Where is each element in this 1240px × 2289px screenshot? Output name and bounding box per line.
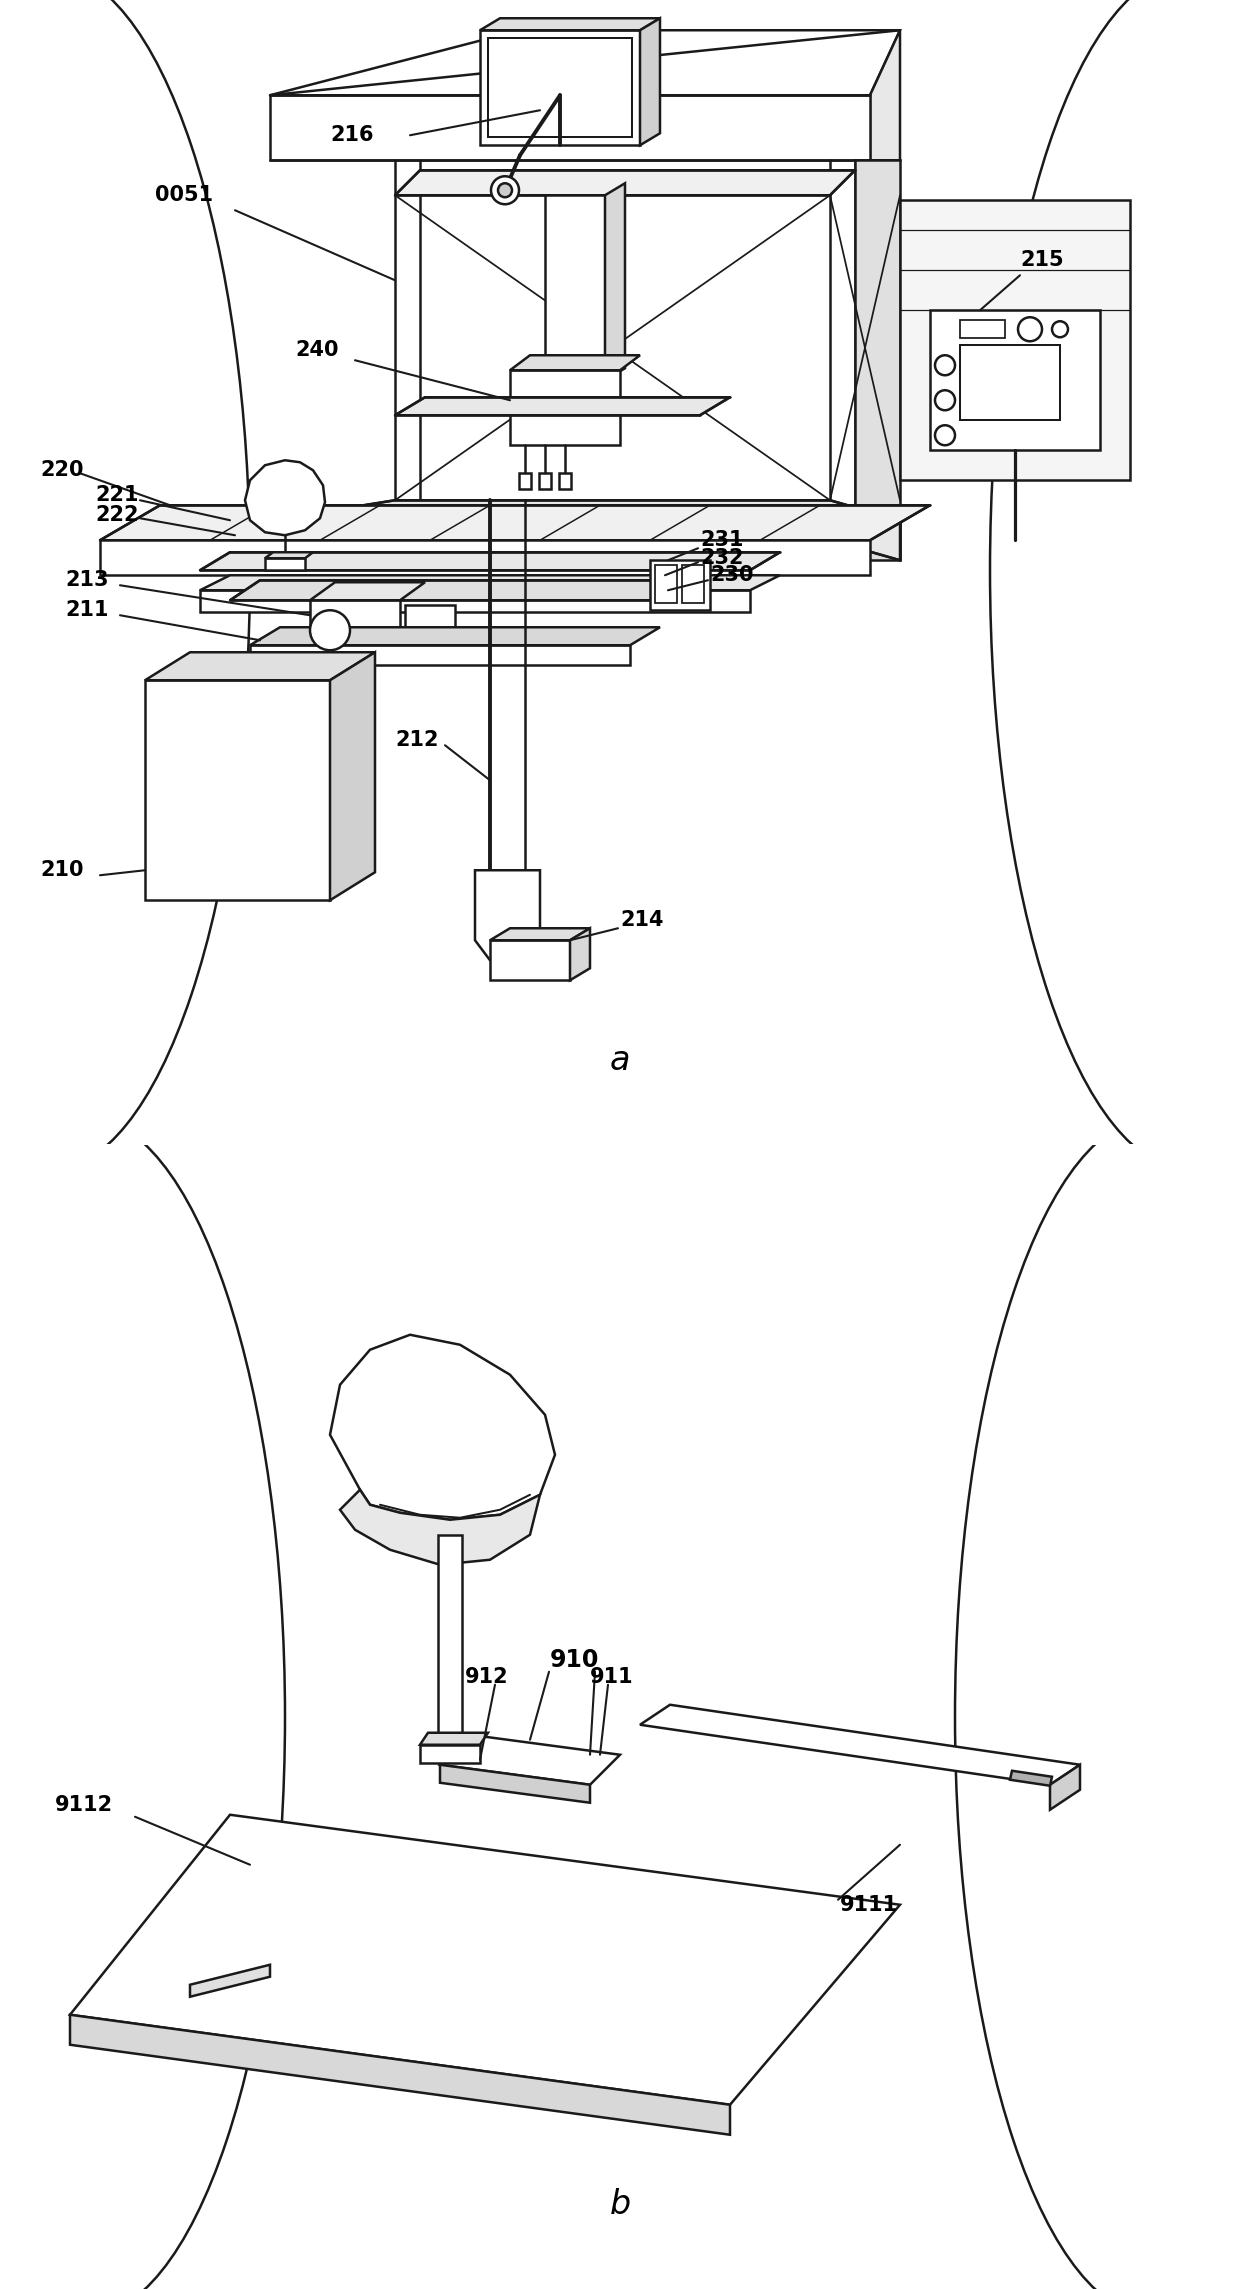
Polygon shape [490, 941, 570, 980]
Polygon shape [650, 561, 711, 611]
Polygon shape [265, 559, 305, 570]
Polygon shape [640, 1705, 1080, 1785]
Polygon shape [480, 30, 640, 144]
Polygon shape [200, 552, 780, 570]
Polygon shape [510, 371, 620, 446]
Text: 215: 215 [1021, 250, 1064, 270]
Text: 231: 231 [701, 531, 744, 549]
Text: 221: 221 [95, 485, 139, 506]
Text: 220: 220 [40, 460, 83, 481]
Text: 214: 214 [620, 911, 663, 929]
Polygon shape [559, 474, 570, 490]
Polygon shape [270, 96, 870, 160]
Circle shape [1018, 318, 1042, 341]
Polygon shape [510, 355, 640, 371]
Polygon shape [246, 460, 325, 536]
Polygon shape [570, 929, 590, 980]
Polygon shape [69, 2014, 730, 2136]
Text: 216: 216 [330, 126, 373, 144]
Polygon shape [960, 320, 1004, 339]
Text: 912: 912 [465, 1666, 508, 1687]
Polygon shape [960, 346, 1060, 421]
Polygon shape [1050, 1765, 1080, 1811]
Polygon shape [640, 18, 660, 144]
Polygon shape [69, 1815, 900, 2106]
Polygon shape [870, 30, 900, 160]
Circle shape [935, 355, 955, 375]
Circle shape [310, 611, 350, 650]
Text: 222: 222 [95, 506, 139, 524]
Polygon shape [340, 1490, 539, 1566]
Polygon shape [490, 929, 590, 941]
Polygon shape [190, 1964, 270, 1996]
Polygon shape [145, 680, 330, 900]
Text: 230: 230 [711, 565, 754, 586]
Text: 910: 910 [551, 1648, 599, 1671]
Text: 232: 232 [701, 549, 744, 568]
Text: 9111: 9111 [839, 1895, 898, 1916]
Circle shape [935, 426, 955, 446]
Polygon shape [440, 1765, 590, 1804]
Polygon shape [900, 199, 1130, 481]
Polygon shape [930, 311, 1100, 451]
Polygon shape [310, 600, 401, 645]
Polygon shape [250, 627, 660, 645]
Polygon shape [655, 565, 677, 604]
Polygon shape [310, 581, 425, 600]
Polygon shape [420, 1733, 489, 1744]
Polygon shape [420, 1744, 480, 1763]
Polygon shape [270, 501, 900, 561]
Polygon shape [682, 565, 704, 604]
Polygon shape [330, 652, 374, 900]
Polygon shape [405, 604, 455, 641]
Polygon shape [270, 30, 900, 96]
Polygon shape [100, 540, 870, 575]
Text: 0051: 0051 [155, 185, 213, 206]
Polygon shape [605, 183, 625, 380]
Polygon shape [480, 18, 660, 30]
Polygon shape [229, 579, 680, 600]
Text: b: b [609, 2188, 631, 2220]
Polygon shape [265, 552, 312, 559]
Polygon shape [440, 1735, 620, 1785]
Polygon shape [250, 645, 630, 666]
Circle shape [498, 183, 512, 197]
Circle shape [935, 389, 955, 410]
Text: 911: 911 [590, 1666, 634, 1687]
Text: 240: 240 [295, 341, 339, 359]
Text: 213: 213 [64, 570, 109, 591]
Polygon shape [546, 195, 605, 380]
Polygon shape [200, 575, 780, 591]
Polygon shape [396, 398, 730, 414]
Circle shape [1052, 320, 1068, 336]
Polygon shape [200, 591, 750, 611]
Polygon shape [330, 1334, 556, 1520]
Text: 211: 211 [64, 600, 109, 620]
Text: a: a [610, 1044, 630, 1076]
Circle shape [491, 176, 520, 204]
Polygon shape [856, 160, 900, 561]
Polygon shape [100, 506, 930, 540]
Polygon shape [1011, 1772, 1052, 1785]
Polygon shape [145, 652, 374, 680]
Polygon shape [489, 39, 632, 137]
Polygon shape [396, 169, 856, 195]
Polygon shape [520, 474, 531, 490]
Polygon shape [539, 474, 551, 490]
Text: 9112: 9112 [55, 1795, 113, 1815]
Polygon shape [475, 870, 539, 961]
Text: 212: 212 [396, 730, 439, 751]
Text: 210: 210 [40, 861, 83, 881]
Polygon shape [438, 1534, 463, 1744]
